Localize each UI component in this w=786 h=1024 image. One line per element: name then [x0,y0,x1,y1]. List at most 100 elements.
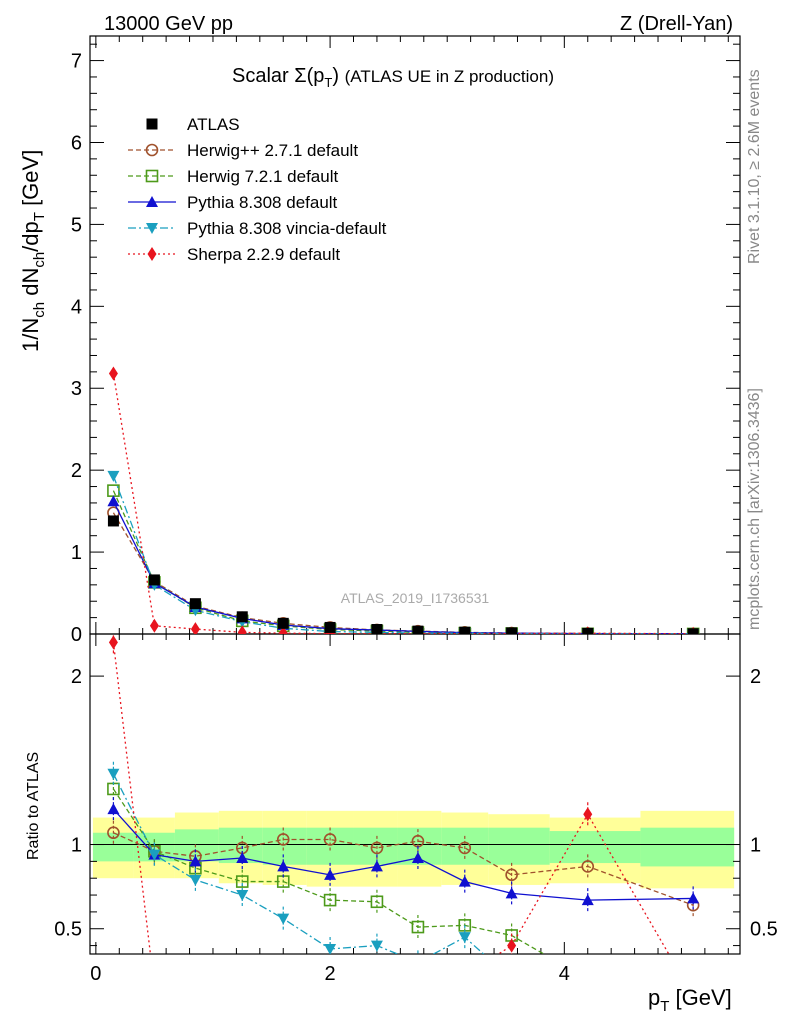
legend-marker [145,169,159,183]
legend-label: Pythia 8.308 vincia-default [187,219,387,238]
ratio-point [370,860,383,872]
ratio-point [582,974,593,985]
y-tick-label: 4 [71,296,82,318]
legend-label: Herwig 7.2.1 default [187,167,338,186]
legend-item-pythia-8-308-default: Pythia 8.308 default [128,193,338,212]
ratio-point [276,833,290,846]
ratio-point [506,974,518,985]
ratio-point [458,841,472,855]
ratio-point [370,940,383,952]
ratio-point [581,894,594,906]
green-band [640,827,735,867]
ratio-point [324,868,337,880]
data-point [277,617,289,629]
ratio-line [112,773,485,954]
svg-text:Scalar Σ(pT) (ATLAS UE in Z pr: Scalar Σ(pT) (ATLAS UE in Z production) [232,65,554,90]
legend: ATLAS Herwig++ 2.7.1 default Herwig 7.2.1 … [128,115,387,264]
legend-marker [146,118,158,130]
ratio-frame [89,633,741,955]
legend-marker [145,143,159,157]
green-band [174,829,219,862]
ratio-point [372,989,381,1003]
ratio-point [411,852,424,863]
series-line [112,475,694,634]
ratio-point [277,860,290,872]
main-series-pythia-8-308-vincia-default [107,470,700,634]
rivet-label: Rivet 3.1.10, ≥ 2.6M events [746,69,763,264]
legend-label: Sherpa 2.2.9 default [187,245,340,264]
ratio-point [235,875,249,888]
ratio-line [112,788,546,954]
ratio-point [326,994,335,1008]
series-line [112,512,694,634]
ratio-point [189,874,202,886]
y-tick-label: 7 [71,51,82,73]
ratio-bands [92,810,735,889]
data-point [324,621,336,633]
ratio-point [107,826,120,840]
ratio-point [413,989,422,1003]
ratio-point [582,991,594,1002]
ratio-series-sherpa-2-2-9-default [108,634,670,1008]
ratio-point [458,875,471,887]
ratio-point [507,938,517,953]
green-band [549,831,641,864]
ratio-point [108,635,118,650]
svg-text:1/Nch dNch/dpT [GeV]: 1/Nch dNch/dpT [GeV] [18,150,48,352]
legend-item-herwig-7-2-1-default: Herwig 7.2.1 default [128,167,338,186]
ratio-point [370,895,384,909]
data-point [278,626,288,634]
ratio-point [236,852,249,863]
legend-item-herwig-2-7-1-default: Herwig++ 2.7.1 default [128,141,358,160]
legend-item-sherpa-2-2-9-default: Sherpa 2.2.9 default [128,245,340,264]
ratio-point [581,860,595,873]
data-point [107,515,119,527]
main-series-herwig-2-7-1-default [107,506,700,634]
x-tick-label: 0 [90,963,101,985]
y-tick-label: 1 [71,542,82,564]
header-left: 13000 GeV pp [104,13,233,35]
ratio-point [583,807,593,822]
legend-item-pythia-8-308-vincia-default: Pythia 8.308 vincia-default [128,219,387,238]
axes: 0 2 4 0 1 2 3 4 5 6 7 0.5 0.5 1 1 2 2 [54,36,778,985]
legend-label: Herwig++ 2.7.1 default [187,141,358,160]
main-ylabel: 1/Nch dNch/dpT [GeV] [18,150,48,352]
main-series-atlas [107,515,699,634]
x-tick-label: 2 [325,963,336,985]
header-right: Z (Drell-Yan) [620,13,733,35]
data-point [582,627,594,634]
ratio-tick-label-right: 0.5 [750,919,778,941]
ratio-point [370,841,384,855]
plot-series [107,366,700,1008]
ratio-point [505,887,518,899]
ratio-tick-label-left: 1 [71,835,82,857]
ratio-point [279,992,288,1006]
ratio-point [505,868,518,882]
data-point [236,611,248,623]
legend-marker [146,223,158,234]
ratio-point [323,893,337,907]
legend-label: Pythia 8.308 default [187,193,338,212]
ratio-tick-label-right: 1 [750,835,761,857]
ratio-line [113,832,694,906]
ratio-point [277,913,290,925]
y-tick-label: 6 [71,132,82,154]
data-point [237,625,247,634]
ratio-point [150,981,159,995]
ratio-point [107,768,120,780]
ratio-tick-label-right: 2 [750,666,761,688]
data-point [371,623,383,634]
y-tick-label: 5 [71,214,82,236]
y-tick-label: 3 [71,378,82,400]
ratio-series-pythia-8-308-vincia-default [107,761,594,1002]
data-point [459,626,471,634]
ratio-point [238,989,247,1003]
watermark: ATLAS_2019_I1736531 [341,590,490,606]
mcplots-label: mcplots.cern.ch [arXiv:1306.3436] [746,388,763,630]
main-series-herwig-7-2-1-default [107,484,700,634]
ratio-point [458,932,471,944]
ratio-point [189,855,202,867]
y-tick-label: 0 [71,624,82,646]
ratio-point [324,943,337,954]
series-line [112,373,694,634]
